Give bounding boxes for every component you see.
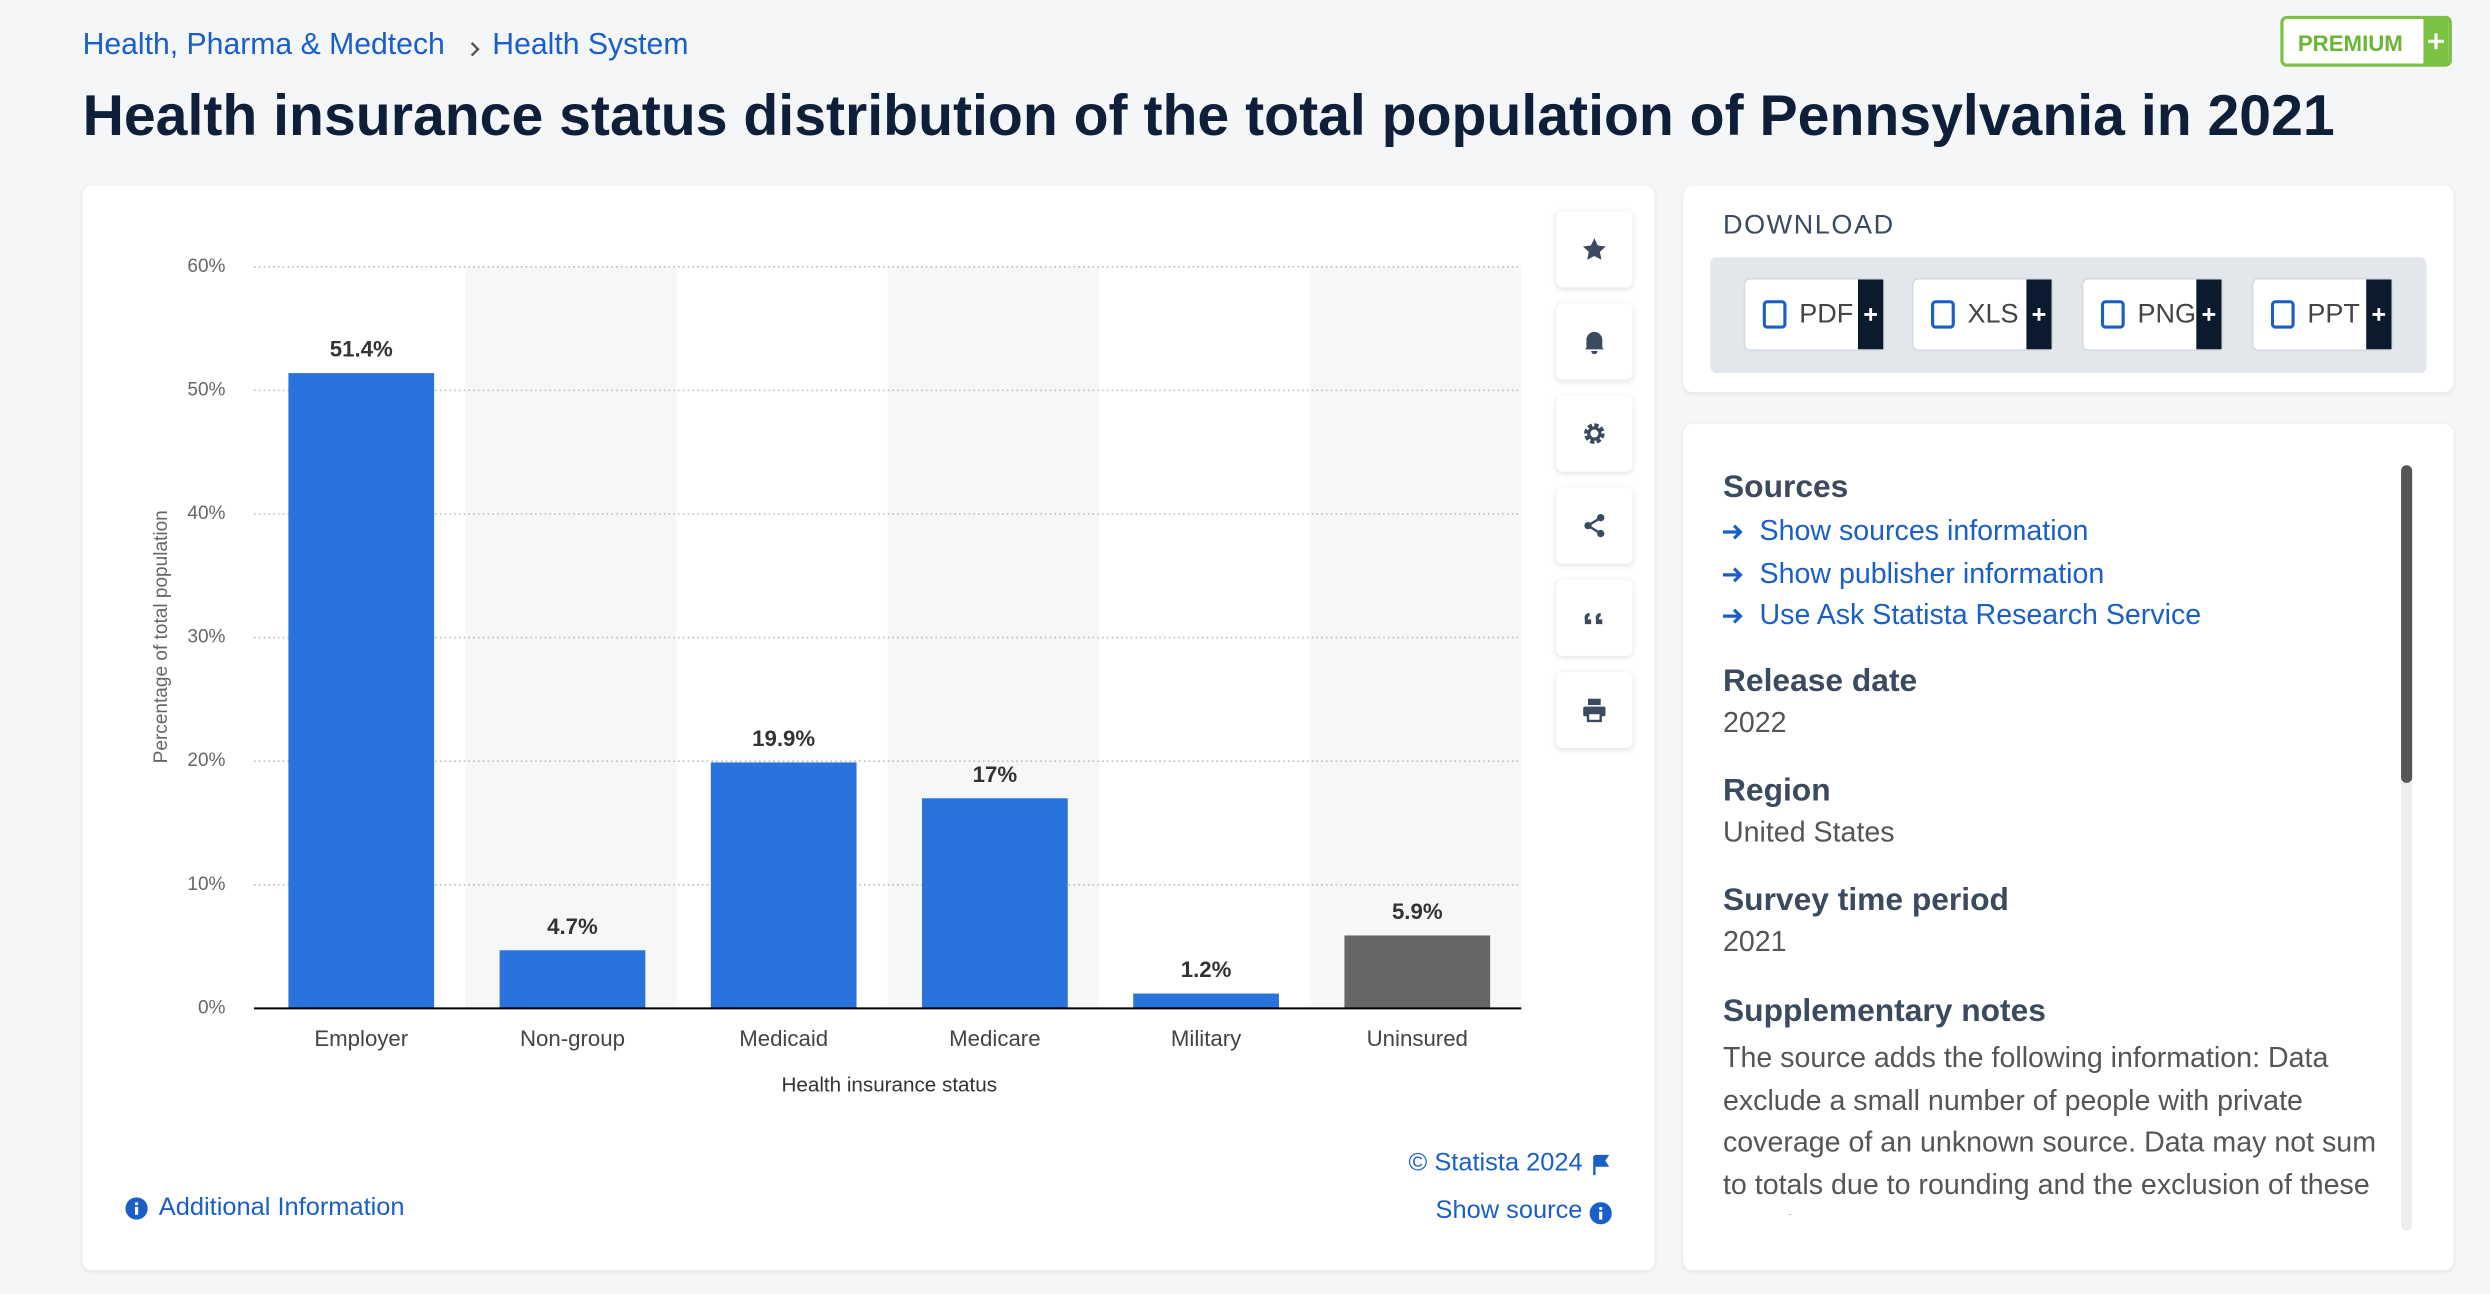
arrow-icon <box>1722 608 1743 624</box>
value-label: 5.9% <box>1392 899 1443 924</box>
download-label: PPT <box>2307 298 2360 329</box>
bar <box>499 950 646 1009</box>
premium-button[interactable]: PREMIUM <box>2280 15 2452 67</box>
field-label: Region <box>1722 773 1831 809</box>
arrow-icon <box>1722 524 1743 540</box>
plus-tab <box>2196 279 2222 350</box>
bar <box>288 373 435 1009</box>
x-tick-label: Medicaid <box>739 1026 828 1051</box>
settings-button[interactable] <box>1556 395 1633 472</box>
download-title: DOWNLOAD <box>1722 209 1895 240</box>
cite-button[interactable] <box>1556 579 1633 656</box>
plus-icon <box>1864 308 1878 321</box>
plus-icon <box>2032 308 2046 321</box>
value-label: 1.2% <box>1181 957 1232 982</box>
value-label: 51.4% <box>330 337 393 362</box>
arrow-icon <box>1722 566 1743 582</box>
x-tick-label: Employer <box>314 1026 408 1051</box>
y-tick-label: 0% <box>198 997 226 1018</box>
sources-card <box>1683 423 2454 1271</box>
file-icon-shape <box>2270 300 2295 329</box>
chart: Percentage of total population Health in… <box>151 256 1522 1097</box>
x-axis-label: Health insurance status <box>782 1074 998 1097</box>
download-label: XLS <box>1967 298 2019 329</box>
plus-tab <box>2366 279 2392 350</box>
bar <box>710 762 857 1009</box>
breadcrumb-link[interactable]: Health System <box>492 28 689 62</box>
page-title: Health insurance status distribution of … <box>82 82 2335 148</box>
file-icon-shape <box>1931 300 1955 329</box>
premium-plus <box>2423 19 2449 64</box>
x-tick-label: Uninsured <box>1367 1026 1468 1051</box>
download-label: PDF <box>1799 298 1854 329</box>
additional-info-link[interactable]: Additional Information <box>158 1194 405 1222</box>
breadcrumb-link[interactable]: Health, Pharma & Medtech <box>82 28 445 62</box>
info-icon <box>125 1197 148 1220</box>
download-label: PNG <box>2137 298 2196 329</box>
plus-tab <box>1857 279 1884 350</box>
field-label: Survey time period <box>1722 882 2009 918</box>
x-tick-label: Medicare <box>949 1026 1040 1051</box>
scrollbar-track <box>2401 465 2413 1231</box>
premium-label: PREMIUM <box>2297 30 2403 56</box>
bar <box>1344 935 1491 1009</box>
field-value: The source adds the following informatio… <box>1722 1041 2377 1215</box>
y-tick-label: 40% <box>187 503 225 524</box>
download-button[interactable]: PDF <box>1743 277 1885 351</box>
field-value: 2021 <box>1722 925 1787 958</box>
bar <box>922 798 1068 1009</box>
download-button[interactable]: PNG <box>2081 277 2224 351</box>
breadcrumb-separator <box>470 42 480 57</box>
y-axis-label: Percentage of total population <box>151 510 172 763</box>
file-icon-shape <box>2100 300 2125 329</box>
field-value: 2022 <box>1722 706 1787 739</box>
value-label: 4.7% <box>547 914 598 939</box>
y-tick-label: 60% <box>187 256 225 277</box>
share-button[interactable] <box>1556 487 1633 564</box>
plus-tab <box>2026 279 2052 350</box>
plus-icon <box>2202 308 2216 321</box>
bar <box>1133 993 1279 1009</box>
source-link[interactable]: Show publisher information <box>1759 556 2105 589</box>
field-label: Supplementary notes <box>1722 994 2046 1030</box>
sources-title: Sources <box>1722 470 1849 505</box>
source-link[interactable]: Show sources information <box>1759 514 2089 547</box>
field-label: Release date <box>1722 663 1918 699</box>
file-icon <box>2100 300 2125 329</box>
flag-icon <box>1593 1154 1610 1176</box>
file-icon <box>2270 300 2295 329</box>
value-label: 19.9% <box>752 726 815 751</box>
download-button[interactable]: XLS <box>1911 277 2054 351</box>
copyright-link[interactable]: © Statista 2024 <box>1408 1149 1583 1177</box>
info-icon <box>1589 1202 1612 1225</box>
file-icon <box>1931 300 1955 329</box>
print-button[interactable] <box>1556 671 1633 748</box>
scrollbar-thumb[interactable] <box>2401 465 2413 783</box>
y-tick-label: 30% <box>187 627 225 648</box>
favorite-button[interactable] <box>1556 211 1633 288</box>
plus-icon <box>2372 308 2386 321</box>
x-tick-label: Non-group <box>520 1026 625 1051</box>
file-icon <box>1762 300 1787 329</box>
y-tick-label: 50% <box>187 379 225 400</box>
download-button[interactable]: PPT <box>2251 277 2394 351</box>
y-tick-label: 10% <box>187 874 225 895</box>
notification-button[interactable] <box>1556 303 1633 380</box>
value-label: 17% <box>973 762 1018 787</box>
y-tick-label: 20% <box>187 750 225 771</box>
field-value: United States <box>1722 816 1895 848</box>
source-link[interactable]: Use Ask Statista Research Service <box>1759 598 2202 631</box>
show-source-link[interactable]: Show source <box>1435 1197 1583 1225</box>
file-icon-shape <box>1762 300 1787 329</box>
x-tick-label: Military <box>1171 1026 1242 1051</box>
